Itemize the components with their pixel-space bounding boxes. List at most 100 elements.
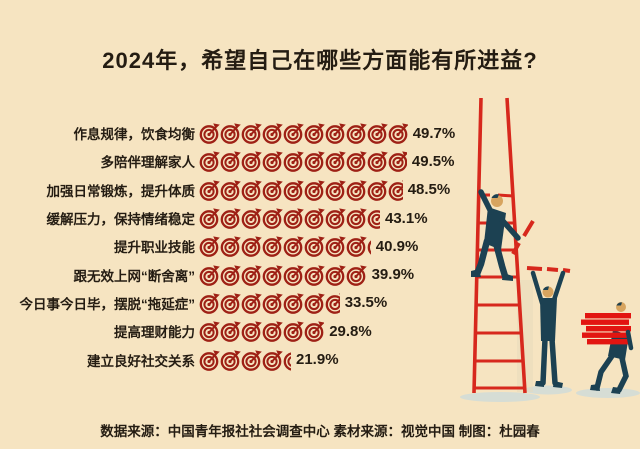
category-label: 作息规律，饮食均衡: [73, 127, 196, 143]
dart-target-icon: [346, 265, 367, 286]
dart-target-icon: [283, 180, 304, 201]
target-icon-bar: [199, 348, 291, 372]
dart-target-icon: [346, 208, 367, 229]
dart-target-icon: [241, 208, 262, 229]
dart-target-icon: [220, 321, 241, 343]
dart-target-icon: [199, 349, 220, 371]
dart-target-icon: [325, 293, 340, 314]
partial-target-icon: [388, 178, 403, 202]
target-icon-bar: [199, 263, 367, 287]
chart-row: 今日事今日毕，摆脱“拖延症” 33.5%: [0, 289, 640, 317]
dart-target-icon: [283, 236, 304, 258]
dart-target-icon: [199, 265, 220, 286]
target-icon-bar: [199, 206, 380, 230]
category-label: 多陪伴理解家人: [100, 155, 196, 171]
category-label: 提升职业技能: [114, 240, 195, 256]
dart-target-icon: [325, 123, 346, 144]
dart-target-icon: [199, 321, 220, 343]
value-label: 21.9%: [296, 351, 339, 369]
category-label: 跟无效上网“断舍离”: [73, 268, 196, 284]
partial-target-icon: [367, 206, 380, 230]
ladder-climbers-illustration: [460, 97, 640, 402]
dart-target-icon: [220, 265, 241, 286]
category-label: 加强日常锻炼，提升体质: [46, 183, 196, 199]
value-label: 48.5%: [407, 181, 451, 199]
carrying-person-figure: [581, 302, 634, 394]
dart-target-icon: [199, 123, 220, 144]
dart-target-icon: [199, 293, 220, 314]
dart-target-icon: [325, 208, 346, 229]
chart-row: 提升职业技能 40.9%: [0, 232, 640, 260]
dart-target-icon: [325, 236, 346, 258]
dart-target-icon: [262, 180, 283, 201]
target-icon-bar: [199, 234, 371, 258]
target-icon-bar: [199, 319, 325, 343]
category-label: 缓解压力，保持情绪稳定: [46, 212, 196, 228]
standing-person-figure: [526, 266, 571, 388]
dart-target-icon: [367, 210, 380, 229]
dart-target-icon: [220, 293, 241, 314]
dart-target-icon: [304, 265, 325, 286]
dart-target-icon: [346, 151, 367, 173]
dart-target-icon: [283, 265, 304, 286]
dart-target-icon: [241, 180, 262, 201]
value-label: 43.1%: [385, 209, 428, 227]
value-label: 39.9%: [371, 266, 415, 284]
value-label: 33.5%: [344, 294, 388, 312]
dart-target-icon: [388, 123, 408, 144]
dart-target-icon: [304, 236, 325, 258]
dart-target-icon: [367, 123, 388, 144]
dart-target-icon: [220, 236, 241, 258]
dart-target-icon: [346, 123, 367, 144]
dart-target-icon: [241, 265, 262, 286]
chart-rows: 作息规律，饮食均衡 49.7% 多陪伴理解家人 49.5% 加强日常锻炼，提升体质 48.…: [0, 119, 640, 374]
dart-target-icon: [283, 321, 304, 343]
dart-target-icon: [262, 123, 283, 144]
dart-target-icon: [262, 265, 283, 286]
red-rung-stack: [581, 313, 631, 345]
dart-target-icon: [346, 236, 367, 258]
value-label: 49.7%: [412, 124, 456, 142]
dart-target-icon: [199, 208, 220, 229]
dart-target-icon: [304, 151, 325, 173]
target-icon-bar: [199, 121, 408, 145]
dart-target-icon: [220, 180, 241, 201]
dart-target-icon: [199, 180, 220, 201]
dart-target-icon: [262, 293, 283, 314]
partial-target-icon: [325, 291, 340, 315]
dart-target-icon: [241, 236, 262, 258]
dart-target-icon: [304, 321, 325, 343]
dart-target-icon: [304, 123, 325, 144]
category-label: 今日事今日毕，摆脱“拖延症”: [19, 296, 196, 312]
target-icon-bar: [199, 178, 403, 202]
chart-row: 提高理财能力 29.8%: [0, 317, 640, 345]
dart-target-icon: [304, 293, 325, 314]
dart-target-icon: [199, 151, 220, 173]
dart-target-icon: [367, 151, 388, 173]
partial-target-icon: [304, 319, 325, 343]
dart-target-icon: [262, 151, 283, 173]
partial-target-icon: [388, 121, 408, 145]
dart-target-icon: [325, 265, 346, 286]
dart-target-icon: [241, 293, 262, 314]
dart-target-icon: [283, 208, 304, 229]
climbing-person-figure: [471, 189, 521, 281]
chart-row: 跟无效上网“断舍离” 39.9%: [0, 260, 640, 288]
dart-target-icon: [346, 180, 367, 201]
partial-target-icon: [346, 263, 367, 287]
dart-target-icon: [241, 123, 262, 144]
dart-target-icon: [241, 321, 262, 343]
dart-target-icon: [262, 321, 283, 343]
chart-row: 加强日常锻炼，提升体质 48.5%: [0, 176, 640, 204]
dart-target-icon: [220, 123, 241, 144]
value-label: 49.5%: [411, 152, 455, 170]
dart-target-icon: [388, 151, 407, 173]
dart-target-icon: [388, 180, 403, 201]
dart-target-icon: [283, 351, 291, 371]
dart-target-icon: [220, 208, 241, 229]
dart-target-icon: [283, 151, 304, 173]
partial-target-icon: [388, 149, 407, 173]
chart-row: 作息规律，饮食均衡 49.7%: [0, 119, 640, 147]
dart-target-icon: [241, 349, 262, 371]
dart-target-icon: [304, 208, 325, 229]
